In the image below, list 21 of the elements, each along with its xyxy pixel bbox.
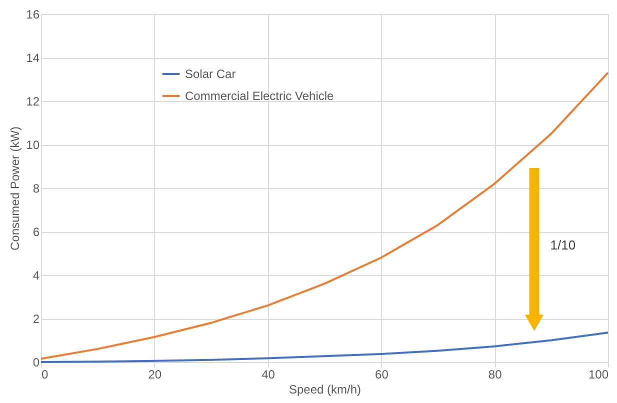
y-axis-title: Consumed Power (kW)	[8, 126, 22, 251]
y-tick-label: 0	[32, 356, 40, 370]
line-series	[40, 332, 609, 363]
y-tick-label: 2	[32, 312, 40, 326]
x-axis-title: Speed (km/h)	[288, 382, 362, 396]
y-tick-label: 8	[32, 182, 40, 196]
annotation: 1/10	[550, 237, 576, 252]
legend-label: Solar Car	[185, 67, 236, 81]
x-tick-label: 40	[262, 368, 276, 382]
x-tick-label: 80	[488, 368, 502, 382]
x-tick-label: 0	[42, 368, 48, 382]
y-tick-label: 12	[26, 94, 40, 108]
legend-label: Commercial Electric Vehicle	[185, 89, 334, 103]
y-tick-label: 16	[26, 8, 40, 22]
x-tick-label: 20	[148, 368, 162, 382]
y-tick-label: 10	[26, 138, 40, 152]
y-tick-label: 6	[32, 225, 40, 239]
x-tick-label: 100	[588, 368, 609, 382]
y-tick-label: 14	[26, 51, 40, 65]
y-tick-label: 4	[32, 268, 40, 282]
x-tick-label: 60	[375, 368, 389, 382]
